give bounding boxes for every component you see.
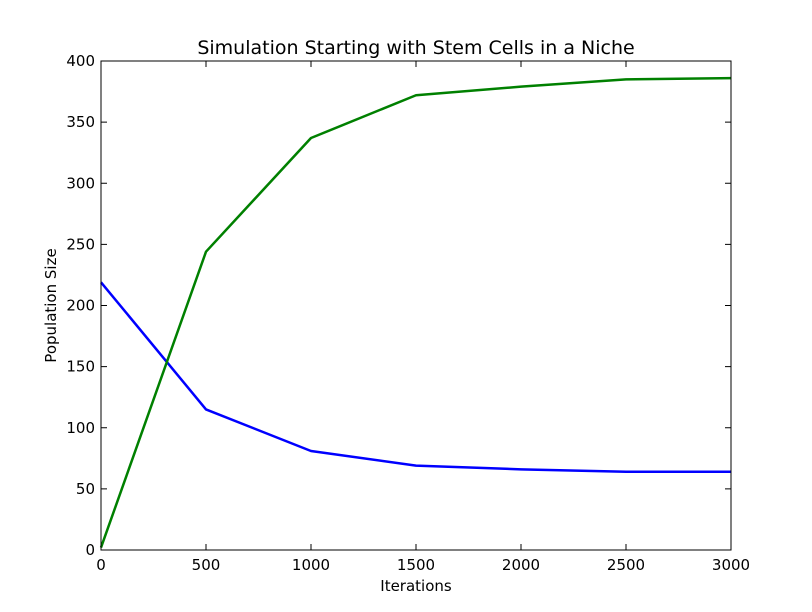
y-tick-label: 50 [76,480,95,498]
y-tick-label: 100 [66,419,95,437]
x-axis-label: Iterations [380,577,452,595]
x-tick-label: 1000 [292,556,330,574]
y-axis-label: Population Size [42,248,60,362]
y-tick-label: 0 [85,541,95,559]
chart-title: Simulation Starting with Stem Cells in a… [197,37,634,59]
plot-frame [100,60,732,551]
y-tick-label: 350 [66,113,95,131]
y-tick-label: 300 [66,174,95,192]
x-tick-label: 0 [96,556,106,574]
y-tick-label: 150 [66,358,95,376]
ticks-group: 0 500 1000 1500 2000 2500 3000 0 50 100 150 200 250 3… [66,52,750,574]
x-tick-label: 2000 [502,556,540,574]
x-tick-label: 3000 [712,556,750,574]
y-tick-label: 400 [66,52,95,70]
y-tick-label: 250 [66,235,95,253]
y-tick-label: 200 [66,297,95,315]
series-group [99,76,732,548]
x-tick-label: 2500 [607,556,645,574]
series-line-1 [100,281,731,474]
x-tick-label: 500 [192,556,221,574]
x-tick-label: 1500 [397,556,435,574]
series-line-2 [99,76,732,548]
